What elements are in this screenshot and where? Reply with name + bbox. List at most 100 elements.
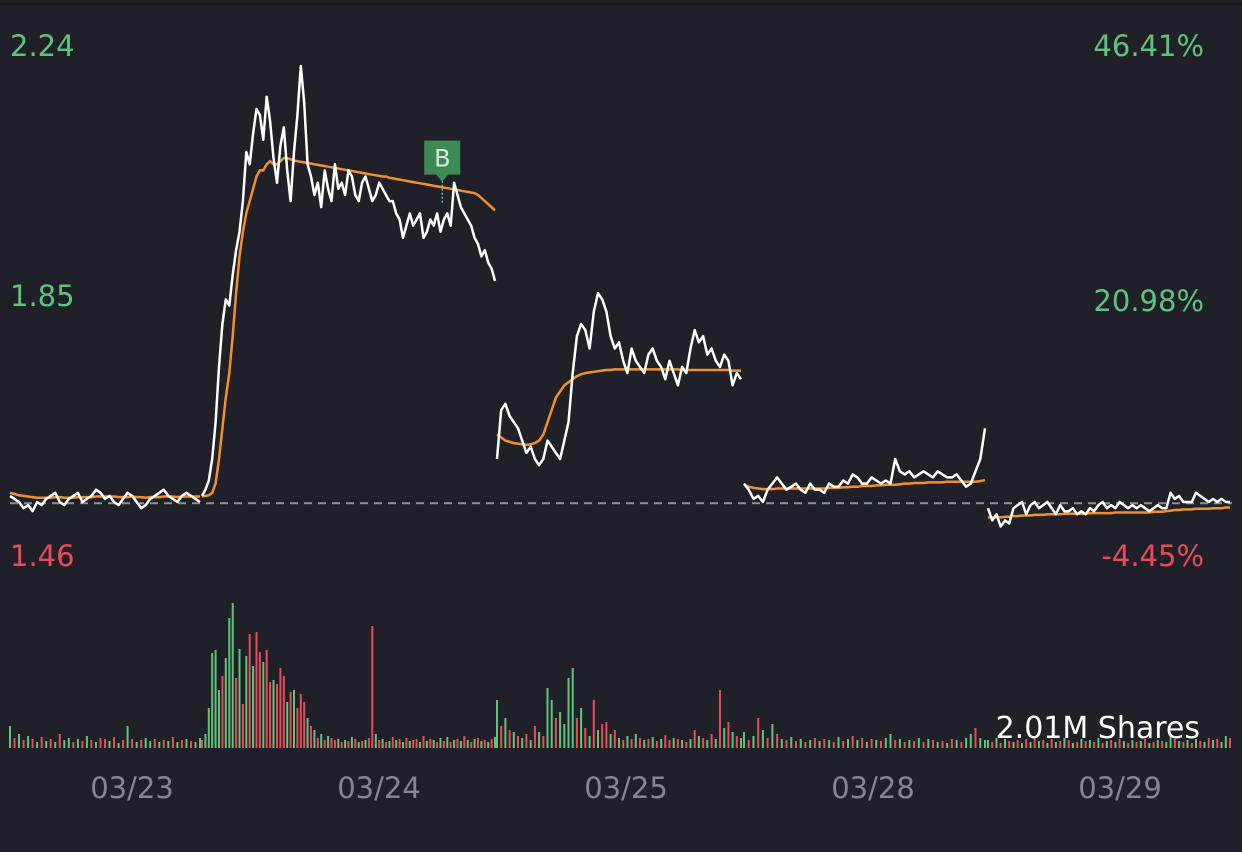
volume-bar-session-4-13 (1042, 740, 1045, 748)
volume-bar-session-1b-74 (453, 740, 456, 748)
volume-bar-session-3-19 (832, 742, 835, 748)
volume-bar-session-1b-52 (378, 740, 381, 748)
volume-bar-session-1b-56 (391, 737, 394, 748)
volume-bar-session-1b-36 (323, 740, 326, 748)
volume-bar-session-1a-13 (67, 738, 70, 748)
trade-marker-badge[interactable] (424, 140, 461, 182)
volume-bar-session-4-27 (1101, 743, 1104, 748)
volume-bar-session-1a-33 (158, 742, 161, 748)
volume-bar-session-2-23 (592, 700, 595, 748)
volume-bar-session-2-28 (613, 730, 616, 748)
price-tick-high: 2.24 (10, 29, 75, 63)
volume-bar-session-1b-15 (252, 666, 255, 748)
volume-bar-session-3-2 (752, 736, 755, 748)
volume-bar-session-4-2 (995, 738, 998, 748)
volume-bar-session-4-8 (1021, 743, 1023, 748)
volume-bar-session-1b-53 (381, 739, 384, 748)
volume-bar-session-1b-10 (235, 678, 238, 748)
volume-bar-session-2-29 (618, 738, 620, 748)
volume-bar-session-4-7 (1016, 740, 1019, 748)
volume-bar-session-1a-21 (104, 739, 106, 748)
volume-bar-session-1b-55 (388, 741, 391, 748)
volume-bar-session-1b-26 (289, 692, 292, 748)
volume-bar-session-3-31 (889, 734, 892, 748)
price-line-session-2 (495, 291, 743, 467)
volume-bar-session-4-33 (1127, 743, 1130, 748)
percent-tick-high: 46.41% (1093, 29, 1204, 63)
volume-bar-session-4-31 (1118, 739, 1121, 748)
volume-bar-session-4-20 (1071, 743, 1074, 748)
volume-bar-session-1b-71 (442, 741, 445, 748)
volume-bar-session-2-42 (672, 738, 675, 748)
volume-bar-session-1a-11 (58, 734, 61, 748)
volume-bar-session-3-38 (922, 742, 925, 748)
volume-bar-session-2-17 (567, 678, 570, 748)
volume-bar-session-1b-40 (337, 739, 340, 748)
volume-bar-session-3-28 (875, 740, 878, 748)
volume-bar-session-4-41 (1161, 741, 1164, 748)
volume-bar-session-1b-70 (439, 738, 442, 748)
volume-bar-session-3-35 (908, 740, 911, 748)
volume-bar-session-2-7 (525, 734, 528, 748)
price-lines (9, 64, 1230, 528)
volume-bar-session-4-9 (1025, 739, 1028, 748)
volume-bar-session-3-24 (856, 740, 859, 748)
volume-bar-session-3-44 (950, 739, 953, 748)
volume-bar-session-3-27 (870, 739, 873, 748)
volume-bar-session-1b-50 (371, 626, 374, 748)
volume-bar-session-1b-54 (385, 742, 387, 748)
volume-bar-session-1a-31 (149, 741, 152, 748)
volume-bar-session-2-36 (647, 739, 650, 748)
volume-bar-session-4-0 (987, 740, 989, 748)
volume-bar-session-1a-37 (176, 742, 179, 748)
volume-bar-session-3-49 (974, 728, 977, 748)
volume-bar-session-1b-51 (374, 734, 377, 748)
price-line-session-4 (986, 491, 1230, 528)
volume-bar-session-1a-28 (135, 742, 138, 748)
price-tick-low: 1.46 (10, 539, 75, 573)
volume-bar-session-4-29 (1110, 740, 1113, 748)
volume-bar-session-1b-84 (487, 742, 490, 748)
volume-bar-session-3-7 (776, 734, 779, 748)
volume-bar-session-1b-0 (201, 740, 203, 748)
volume-bar-session-1b-58 (398, 739, 401, 748)
date-label-0324: 03/24 (337, 771, 421, 805)
volume-bar-session-1b-83 (483, 740, 486, 748)
volume-bar-session-4-24 (1088, 740, 1091, 748)
volume-bar-session-1a-29 (140, 740, 143, 748)
volume-bar-session-4-34 (1131, 740, 1134, 748)
trade-marker[interactable]: B (424, 140, 461, 205)
volume-bar-session-1a-41 (194, 742, 197, 748)
volume-bar-session-4-6 (1012, 742, 1015, 748)
volume-bar-session-3-32 (894, 740, 897, 748)
volume-bar-session-1b-68 (432, 740, 435, 748)
volume-bar-session-1b-73 (449, 742, 452, 748)
volume-bars (9, 603, 1231, 748)
volume-bar-session-4-23 (1084, 741, 1087, 748)
volume-bar-session-2-12 (546, 688, 549, 748)
volume-bar-session-1b-17 (258, 652, 261, 748)
volume-bar-session-2-24 (597, 730, 599, 748)
volume-bar-session-1a-23 (113, 737, 115, 748)
volume-bar-session-4-43 (1169, 736, 1172, 748)
volume-bar-session-2-51 (710, 734, 713, 748)
volume-bar-session-2-20 (580, 708, 583, 748)
volume-bar-session-4-53 (1212, 740, 1214, 748)
volume-bar-session-1b-38 (330, 738, 333, 748)
volume-bar-session-4-16 (1054, 742, 1057, 748)
volume-bar-session-2-54 (723, 728, 726, 748)
volume-bar-session-1a-1 (13, 738, 16, 748)
volume-bar-session-3-8 (780, 739, 783, 748)
volume-bar-session-2-48 (697, 736, 700, 748)
volume-bar-session-4-17 (1059, 741, 1062, 748)
volume-bar-session-1a-18 (90, 740, 93, 748)
volume-bar-session-3-47 (965, 738, 968, 748)
volume-bar-session-2-8 (529, 740, 532, 748)
volume-bar-session-1a-12 (63, 740, 66, 748)
volume-bar-session-1b-31 (306, 718, 309, 748)
volume-bar-session-2-13 (550, 700, 553, 748)
volume-bar-session-4-18 (1063, 738, 1066, 748)
volume-bar-session-1b-47 (361, 741, 364, 748)
